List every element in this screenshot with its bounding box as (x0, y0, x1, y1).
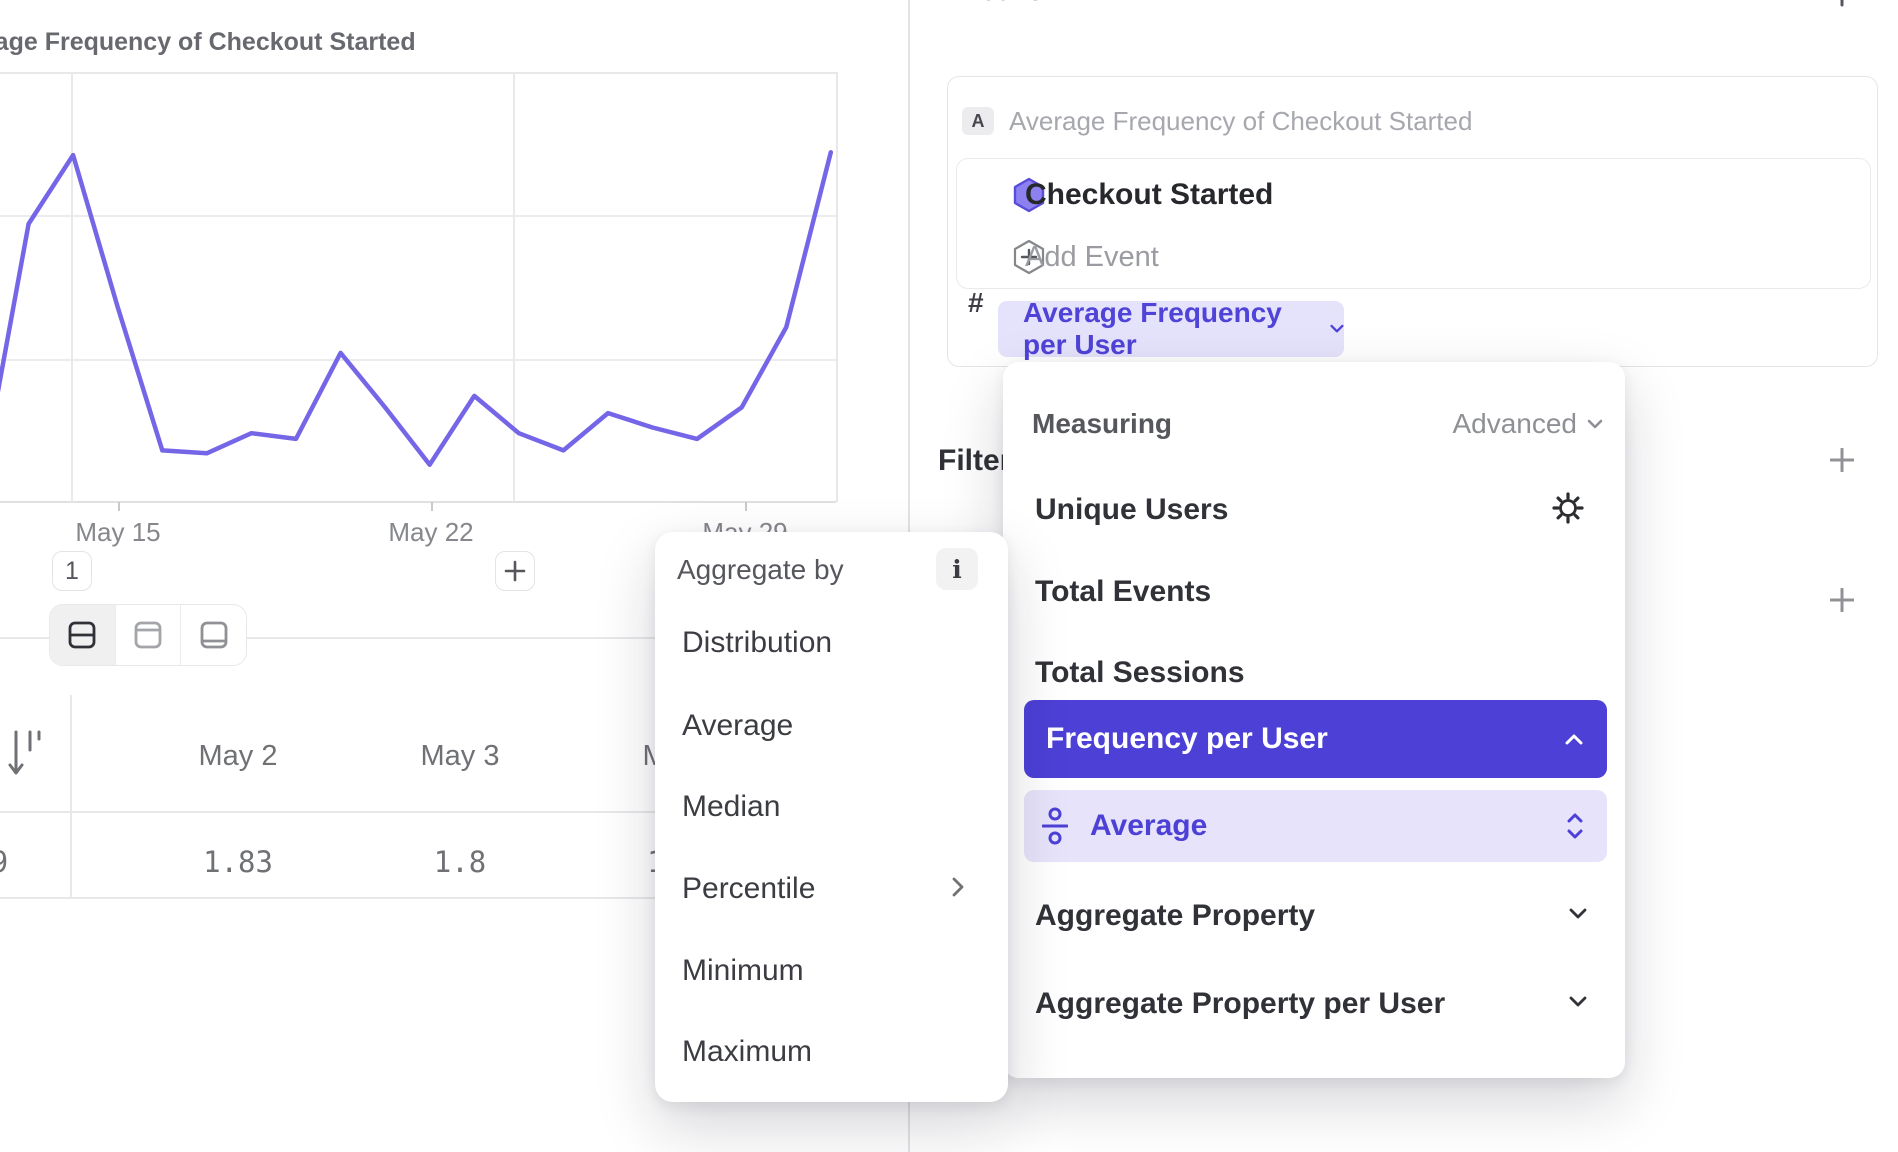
measuring-menu-title: Measuring (1032, 408, 1173, 439)
sub-selected-label: Average (1090, 809, 1208, 842)
gridline (0, 215, 836, 217)
menu-item-average[interactable]: Average (682, 709, 794, 742)
table-header-divider (0, 811, 908, 813)
layout-toggle-group (49, 604, 247, 666)
advanced-label: Advanced (1452, 408, 1577, 439)
table-bottom-border (0, 897, 908, 899)
table-header-cell[interactable]: May 2 (198, 740, 278, 772)
table-cell[interactable]: 1.8 (433, 845, 487, 879)
gridline (71, 72, 73, 502)
add-event-label[interactable]: Add Event (1025, 241, 1159, 273)
division-icon (1042, 807, 1068, 845)
metric-card: A Average Frequency of Checkout Started … (947, 76, 1878, 367)
selected-item-label: Frequency per User (1046, 722, 1328, 755)
add-segment-button[interactable] (495, 551, 535, 591)
x-axis-line (0, 501, 836, 503)
metric-section-header: Metric (955, 0, 1043, 8)
menu-item-total-events[interactable]: Total Events (1035, 575, 1212, 608)
panel-top-icon (134, 621, 162, 649)
info-icon[interactable]: i (936, 548, 978, 590)
measuring-menu: Measuring Advanced Unique Users Total Ev… (1003, 362, 1625, 1078)
table-top-border (0, 637, 908, 639)
chart-title: Average Frequency of Checkout Started (0, 28, 416, 56)
measure-hash-label: # (968, 287, 984, 318)
event-name[interactable]: Checkout Started (1025, 178, 1274, 211)
chevron-down-icon (1587, 419, 1603, 429)
x-tick (431, 502, 433, 511)
chevron-up-icon (1565, 734, 1583, 744)
layout-split-button[interactable] (50, 605, 116, 665)
menu-subitem-average[interactable]: Average (1024, 790, 1607, 862)
menu-item-unique-users[interactable]: Unique Users (1035, 493, 1229, 526)
layout-chart-only-button[interactable] (116, 605, 182, 665)
menu-item-frequency-per-user-selected[interactable]: Frequency per User (1024, 700, 1607, 778)
table-cell[interactable]: 1.83 (203, 845, 273, 879)
x-tick (118, 502, 120, 511)
split-rows-icon (68, 621, 96, 649)
event-box: Checkout Started Add Event (956, 158, 1871, 289)
x-tick-label: May 22 (388, 517, 474, 547)
measure-dropdown-chip[interactable]: Average Frequency per User (998, 297, 1344, 360)
menu-item-aggregate-property-per-user[interactable]: Aggregate Property per User (1035, 987, 1446, 1020)
plot-right-border (836, 72, 838, 502)
aggregate-menu-title: Aggregate by (677, 554, 844, 585)
chevron-down-icon (1330, 324, 1344, 333)
table-cell[interactable]: 1.9 (0, 845, 42, 879)
sort-descending-icon[interactable] (7, 728, 45, 780)
metric-letter-badge: A (962, 107, 994, 135)
measure-chip-label: Average Frequency per User (1023, 297, 1282, 360)
aggregate-by-menu: Aggregate by i Distribution Average Medi… (655, 532, 1008, 1102)
menu-item-maximum[interactable]: Maximum (682, 1035, 813, 1068)
metric-card-title: Average Frequency of Checkout Started (1009, 106, 1473, 136)
menu-item-aggregate-property[interactable]: Aggregate Property (1035, 899, 1316, 932)
gridline (0, 359, 836, 361)
menu-item-median[interactable]: Median (682, 790, 781, 823)
plot-top-border (0, 72, 836, 74)
x-tick (745, 502, 747, 511)
up-down-chevrons-icon (1567, 813, 1583, 839)
plus-icon (504, 560, 526, 582)
gridline (513, 72, 515, 502)
layout-table-only-button[interactable] (181, 605, 246, 665)
chevron-down-icon (1569, 908, 1587, 919)
table-header-cell[interactable]: May 3 (420, 740, 500, 772)
add-breakdown-icon[interactable] (1830, 588, 1854, 612)
advanced-mode-toggle[interactable]: Advanced (1452, 408, 1603, 440)
table-column-divider (70, 695, 72, 897)
event-hexagon-icon (1013, 177, 1045, 213)
add-event-hexagon-icon[interactable] (1011, 239, 1047, 275)
menu-item-distribution[interactable]: Distribution (682, 626, 833, 659)
add-metric-icon[interactable] (1830, 0, 1854, 7)
add-filter-icon[interactable] (1830, 448, 1854, 472)
menu-item-total-sessions[interactable]: Total Sessions (1035, 656, 1245, 689)
chevron-down-icon (1569, 996, 1587, 1007)
menu-item-minimum[interactable]: Minimum (682, 954, 804, 987)
line-chart[interactable] (0, 72, 840, 502)
panel-bottom-icon (200, 621, 228, 649)
menu-item-percentile[interactable]: Percentile (682, 872, 816, 905)
gear-icon[interactable] (1549, 489, 1587, 527)
chevron-right-icon (952, 877, 964, 897)
x-tick-label: May 15 (75, 517, 161, 547)
page-number-button[interactable]: 1 (52, 551, 92, 591)
